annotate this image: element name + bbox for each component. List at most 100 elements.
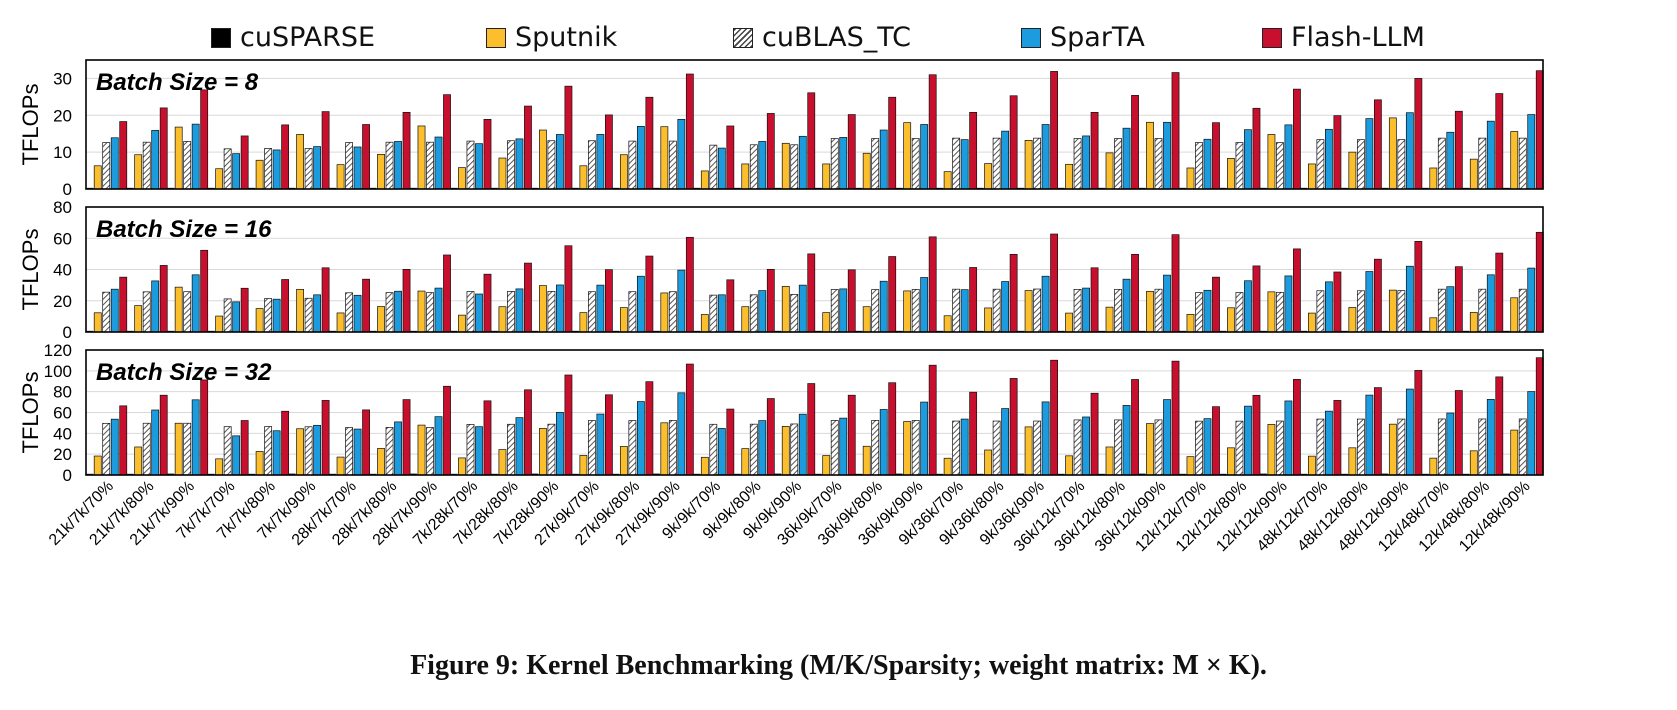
bar-cublas-tc: [1033, 137, 1042, 190]
bar-sparta: [717, 147, 726, 190]
bar-cublas-tc: [1235, 142, 1244, 190]
bar-cublas-tc: [385, 292, 394, 333]
bar-cublas-tc: [1518, 418, 1527, 476]
bar-sparta: [758, 420, 767, 476]
bar-cublas-tc: [223, 426, 232, 476]
bar-cublas-tc: [385, 427, 394, 476]
bar-sputnik: [579, 455, 588, 476]
bar-sputnik: [1024, 426, 1033, 476]
bar-flash-llm: [1090, 111, 1099, 190]
bar-sputnik: [1186, 456, 1195, 476]
bar-flash-llm: [726, 125, 735, 190]
bar-flash-llm: [1212, 122, 1220, 190]
bar-sparta: [1244, 129, 1252, 190]
bar-cublas-tc: [142, 291, 151, 333]
bar-cublas-tc: [668, 140, 677, 190]
bar-cublas-tc: [830, 420, 839, 476]
bar-sputnik: [822, 163, 831, 190]
bar-sputnik: [741, 448, 750, 476]
bar-cublas-tc: [507, 423, 515, 476]
bar-cublas-tc: [1356, 290, 1365, 333]
bar-sparta: [1446, 131, 1455, 190]
bar-flash-llm: [1090, 267, 1099, 333]
bar-sparta: [313, 146, 321, 190]
bar-flash-llm: [402, 399, 411, 476]
bar-flash-llm: [281, 410, 290, 476]
bar-sparta: [1163, 399, 1171, 476]
bar-flash-llm: [1050, 359, 1059, 476]
bar-cublas-tc: [1518, 137, 1527, 190]
bar-sputnik: [943, 171, 952, 190]
bar-flash-llm: [524, 389, 532, 476]
y-tick-label: 60: [53, 229, 72, 248]
bar-sparta: [1244, 280, 1252, 333]
bar-sparta: [879, 409, 888, 476]
bar-sparta: [353, 294, 362, 333]
bar-cublas-tc: [426, 292, 434, 333]
bar-flash-llm: [807, 383, 816, 476]
bar-cublas-tc: [1073, 288, 1082, 333]
bar-flash-llm: [1171, 234, 1180, 333]
bar-cublas-tc: [1518, 288, 1527, 333]
panel-frame: [85, 206, 1544, 333]
bar-sparta: [515, 138, 524, 190]
bar-sputnik: [1065, 455, 1073, 476]
bar-flash-llm: [969, 111, 978, 190]
bar-sparta: [191, 123, 200, 190]
bar-flash-llm: [1454, 390, 1463, 476]
bar-flash-llm: [1171, 360, 1180, 476]
bar-cublas-tc: [507, 291, 515, 333]
bar-flash-llm: [564, 245, 573, 333]
legend-label-sputnik: Sputnik: [515, 22, 618, 53]
bar-cublas-tc: [1478, 418, 1487, 476]
bar-sparta: [1365, 118, 1374, 190]
bar-cublas-tc: [587, 291, 596, 333]
bar-cublas-tc: [871, 138, 880, 190]
bar-sparta: [1163, 274, 1171, 333]
bar-sparta: [1324, 281, 1333, 333]
bar-cublas-tc: [911, 138, 920, 190]
bar-sputnik: [417, 290, 426, 333]
bar-cublas-tc: [183, 141, 192, 190]
bar-sparta: [1001, 281, 1010, 333]
x-tick-label: 12k/48k/90%: [1456, 478, 1533, 555]
bar-flash-llm: [888, 382, 897, 476]
bar-sputnik: [781, 286, 790, 333]
legend-swatch-cublas-tc-icon: [733, 27, 753, 48]
bar-sparta: [1486, 274, 1495, 333]
bar-cublas-tc: [709, 294, 718, 333]
bar-sparta: [313, 294, 321, 333]
bar-flash-llm: [321, 111, 330, 190]
bar-sputnik: [700, 456, 709, 476]
bar-sputnik: [903, 122, 912, 190]
bar-flash-llm: [159, 107, 168, 190]
bar-flash-llm: [645, 96, 654, 190]
bar-flash-llm: [604, 114, 613, 190]
bar-sputnik: [296, 134, 304, 190]
bar-cublas-tc: [628, 140, 637, 190]
bar-cublas-tc: [1437, 137, 1446, 190]
bar-flash-llm: [1009, 378, 1018, 476]
bar-sparta: [596, 413, 605, 476]
bar-flash-llm: [1373, 258, 1382, 333]
bar-cublas-tc: [102, 291, 111, 333]
bar-flash-llm: [766, 113, 775, 190]
bar-sputnik: [741, 163, 750, 190]
legend-item-cublas-tc: cuBLAS_TC: [733, 22, 911, 53]
bar-flash-llm: [604, 269, 613, 333]
bar-sparta: [1041, 124, 1050, 190]
bar-cublas-tc: [911, 288, 920, 333]
bar-sputnik: [1510, 297, 1519, 333]
bar-sputnik: [458, 314, 466, 333]
bar-sputnik: [1105, 446, 1114, 476]
y-axis-label: TFLOPs: [18, 372, 43, 454]
bar-cublas-tc: [668, 291, 677, 333]
bar-sputnik: [134, 446, 143, 476]
bar-cublas-tc: [345, 427, 353, 476]
bar-sparta: [1284, 400, 1293, 476]
bar-sparta: [1122, 127, 1131, 190]
bar-sputnik: [862, 306, 871, 333]
bar-flash-llm: [281, 279, 290, 333]
bar-cublas-tc: [1276, 291, 1284, 333]
bar-cublas-tc: [749, 144, 758, 190]
